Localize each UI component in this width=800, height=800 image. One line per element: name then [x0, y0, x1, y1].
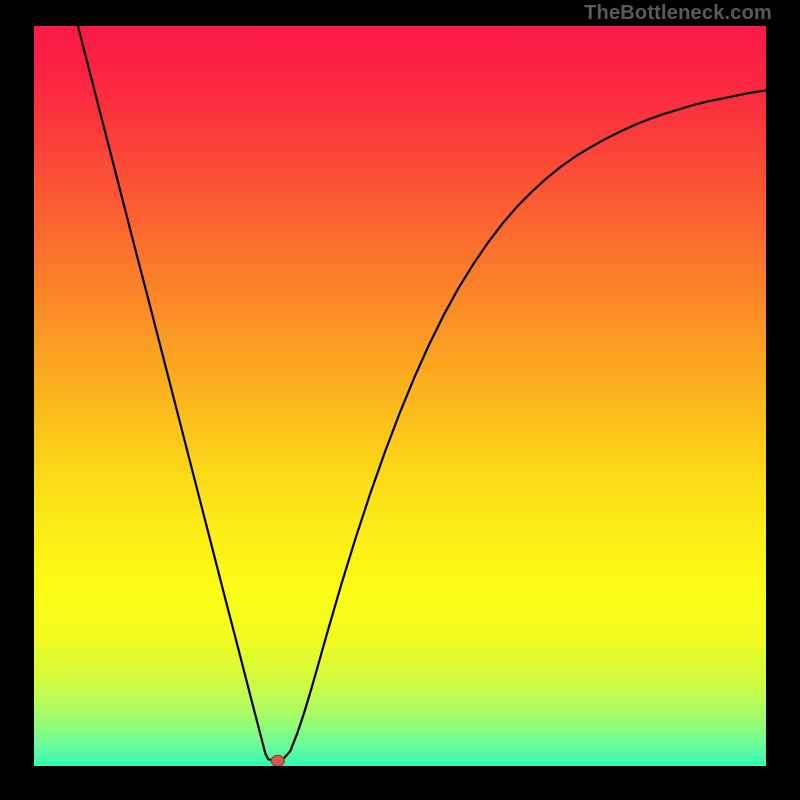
- minimum-marker-dot: [271, 755, 284, 766]
- gradient-background: [34, 26, 766, 766]
- plot-area: [34, 26, 766, 766]
- watermark-text: TheBottleneck.com: [584, 2, 772, 25]
- chart-svg: [34, 26, 766, 766]
- chart-outer-frame: TheBottleneck.com: [0, 0, 800, 800]
